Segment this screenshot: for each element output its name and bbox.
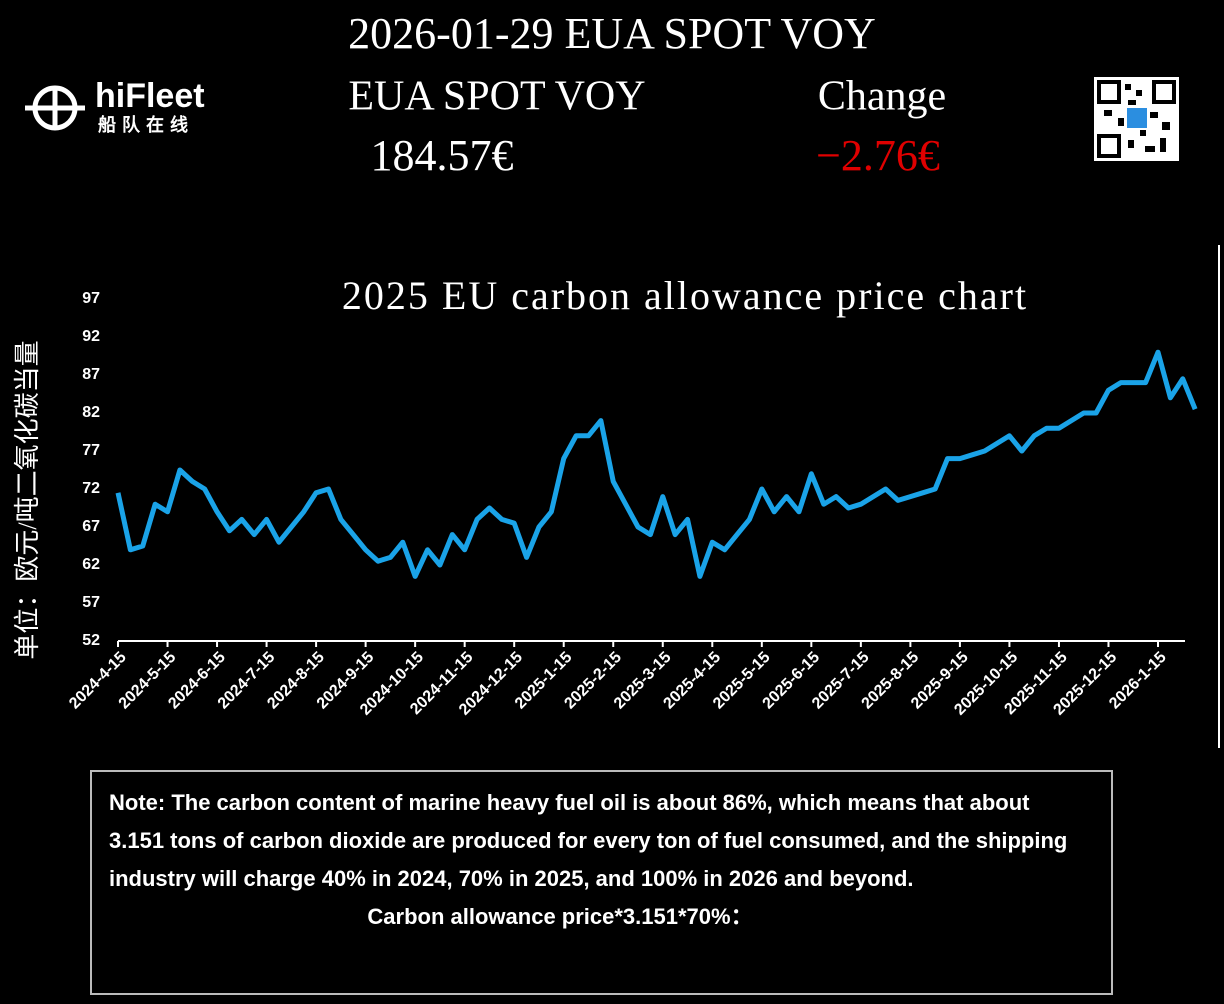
change-label: Change <box>818 74 946 120</box>
change: −2.76€ <box>816 131 940 180</box>
price: 184.57€ <box>371 131 514 180</box>
y-tick-label: 82 <box>82 404 100 421</box>
chart: 2026-01-29 EUA SPOT VOY hiFleet 船队在线 EUA… <box>13 9 1220 748</box>
y-tick-label: 62 <box>82 556 100 573</box>
qr-code <box>1094 77 1179 161</box>
y-tick-label: 92 <box>82 328 100 345</box>
y-tick-label: 77 <box>82 442 100 459</box>
y-tick-label: 67 <box>82 518 100 535</box>
logo <box>25 85 85 131</box>
logo-subtitle: 船队在线 <box>98 114 194 135</box>
y-axis-label: 单位：欧元/吨二氧化碳当量 <box>13 340 42 659</box>
y-tick-label: 87 <box>82 366 100 383</box>
price-label: EUA SPOT VOY <box>348 74 645 120</box>
chart-title: 2025 EU carbon allowance price chart <box>342 273 1028 318</box>
price-line <box>115 349 1198 579</box>
y-tick-label: 97 <box>82 290 100 307</box>
y-tick-label: 52 <box>82 632 100 649</box>
logo-name: hiFleet <box>95 77 205 115</box>
note-box: Note: The carbon content of marine heavy… <box>90 770 1113 995</box>
note-text: Note: The carbon content of marine heavy… <box>109 790 1068 891</box>
y-tick-label: 72 <box>82 480 100 497</box>
y-tick-label: 57 <box>82 594 100 611</box>
formula: Carbon allowance price*3.151*70%： <box>367 904 753 929</box>
page-title: 2026-01-29 EUA SPOT VOY <box>348 9 876 58</box>
